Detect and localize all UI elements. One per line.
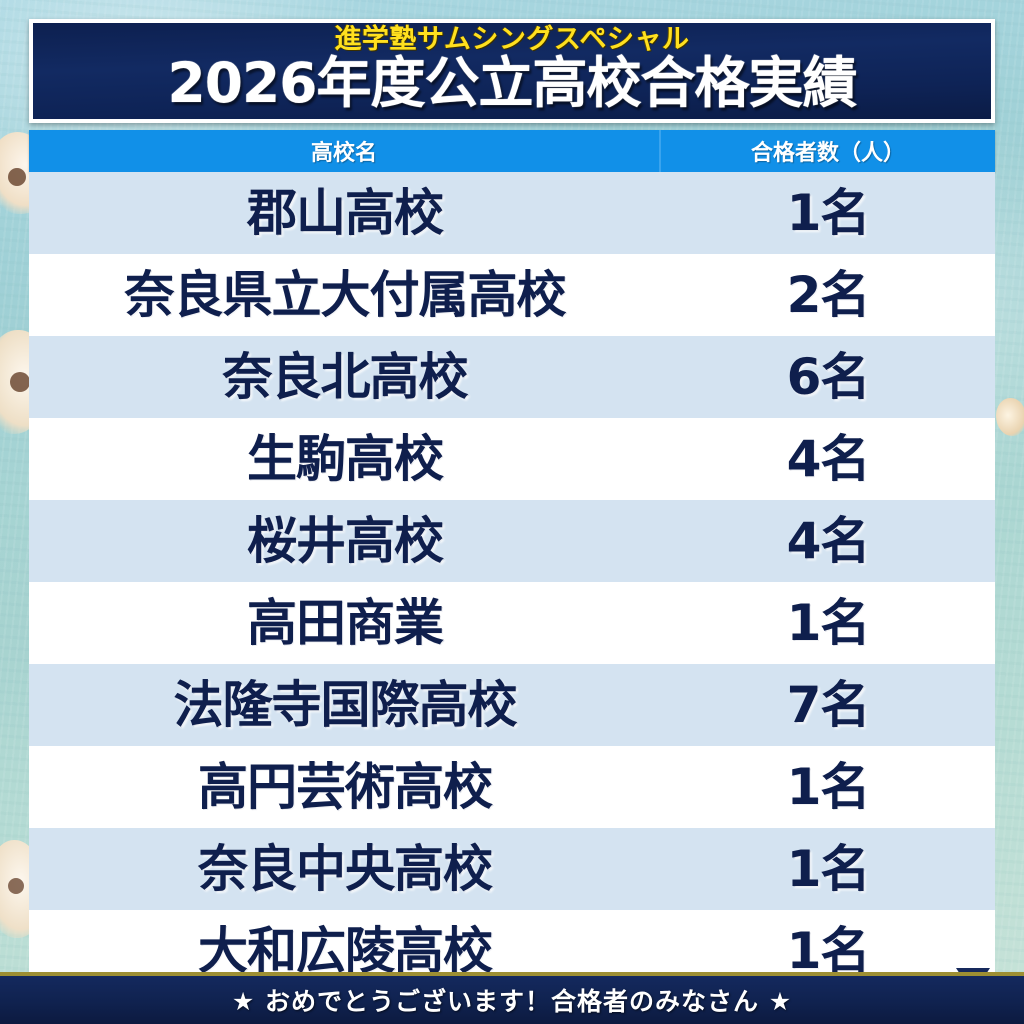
- column-header-school: 高校名: [29, 130, 661, 172]
- table-row: 奈良北高校 6名: [29, 336, 995, 418]
- table-row: 高円芸術高校 1名: [29, 746, 995, 828]
- school-count: 4名: [786, 430, 871, 488]
- school-count: 1名: [786, 184, 871, 242]
- column-header-count: 合格者数（人）: [750, 141, 905, 166]
- table-row: 奈良県立大付属高校 2名: [29, 254, 995, 336]
- school-count: 2名: [786, 266, 871, 324]
- school-name: 法隆寺国際高校: [173, 676, 518, 734]
- table-column-header: 高校名 合格者数（人）: [29, 130, 995, 172]
- table-row: 高田商業 1名: [29, 582, 995, 664]
- school-name: 郡山高校: [247, 184, 444, 242]
- table-row: 生駒高校 4名: [29, 418, 995, 500]
- school-name: 奈良中央高校: [198, 840, 493, 898]
- school-name: 生駒高校: [247, 430, 444, 488]
- school-count: 1名: [786, 840, 871, 898]
- school-name: 大和広陵高校: [198, 922, 493, 980]
- footer-message: ★ おめでとうございます！合格者のみなさん ★: [231, 987, 793, 1016]
- table-row: 法隆寺国際高校 7名: [29, 664, 995, 746]
- results-table: 高校名 合格者数（人） 郡山高校 1名 奈良県立大付属高校 2名 奈良北高校 6…: [29, 130, 995, 992]
- school-count: 1名: [786, 594, 871, 652]
- school-count: 1名: [786, 758, 871, 816]
- school-count: 1名: [786, 922, 871, 980]
- school-count: 7名: [786, 676, 871, 734]
- title-plaque: 進学塾サムシングスペシャル 2026年度公立高校合格実績: [29, 19, 995, 123]
- table-row: 郡山高校 1名: [29, 172, 995, 254]
- table-row: 桜井高校 4名: [29, 500, 995, 582]
- page-title: 2026年度公立高校合格実績: [167, 51, 857, 116]
- school-name: 奈良県立大付属高校: [124, 266, 567, 324]
- school-count: 6名: [786, 348, 871, 406]
- school-count: 4名: [786, 512, 871, 570]
- footer-bar: ★ おめでとうございます！合格者のみなさん ★: [0, 972, 1024, 1024]
- school-name: 高円芸術高校: [198, 758, 493, 816]
- school-name: 桜井高校: [247, 512, 444, 570]
- school-name: 高田商業: [247, 594, 444, 652]
- table-row: 奈良中央高校 1名: [29, 828, 995, 910]
- school-name: 奈良北高校: [222, 348, 469, 406]
- subtitle: 進学塾サムシングスペシャル: [334, 24, 690, 55]
